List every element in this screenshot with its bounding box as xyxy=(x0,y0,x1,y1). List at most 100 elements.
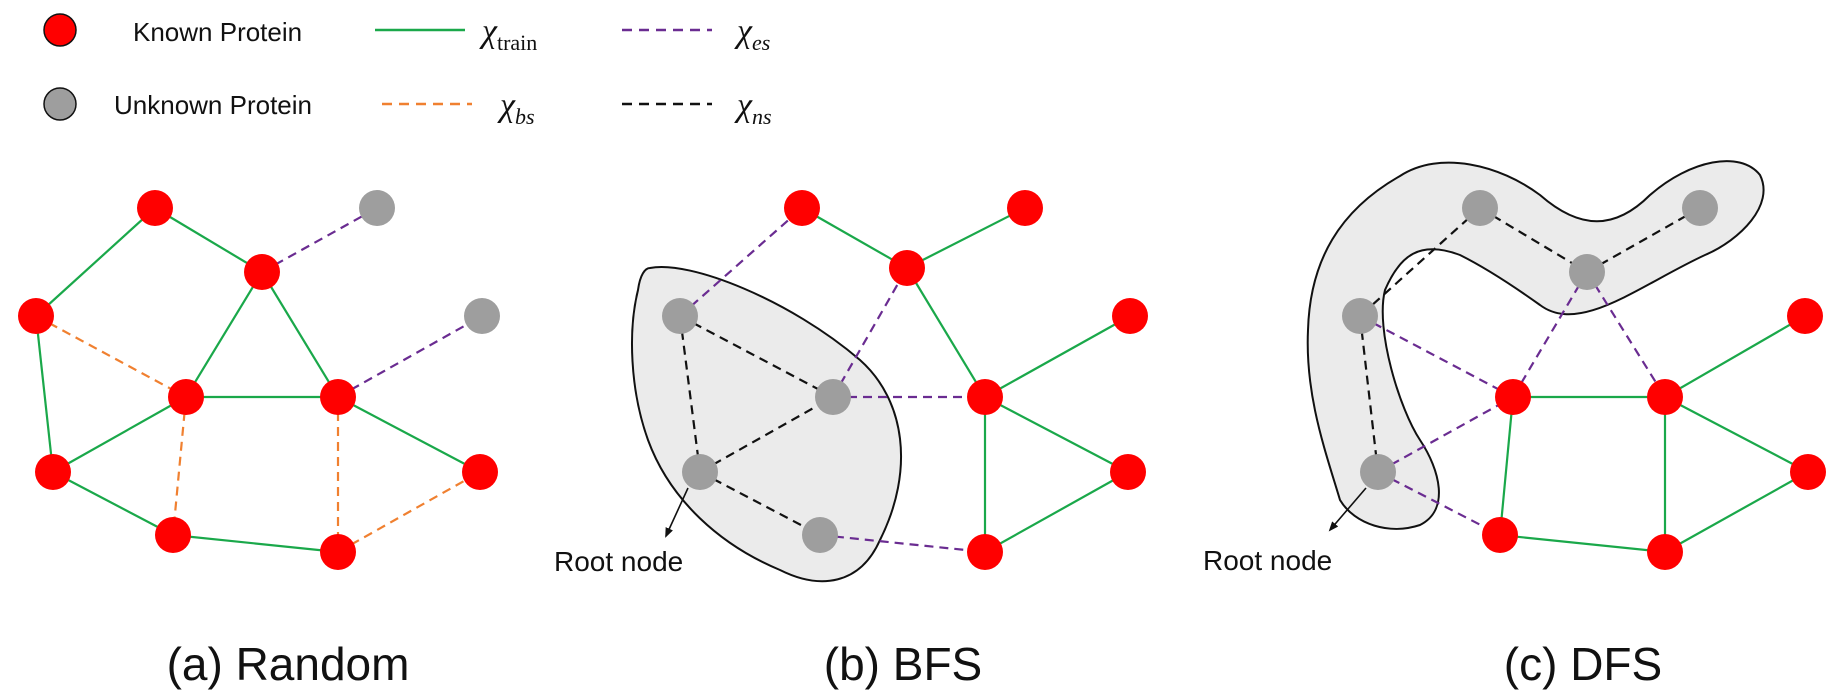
root-node-arrow xyxy=(1328,487,1367,532)
known-protein-node xyxy=(1790,454,1826,490)
known-protein-node xyxy=(320,534,356,570)
es-edge xyxy=(832,267,908,398)
train-edge xyxy=(984,396,1129,473)
train-edge xyxy=(35,207,156,317)
dfs-path-region xyxy=(1306,160,1765,530)
known-protein-node xyxy=(1495,379,1531,415)
panel-dfs: Root node (c) DFS xyxy=(1203,160,1826,690)
known-protein-node xyxy=(967,534,1003,570)
train-edge xyxy=(34,315,55,473)
panel-random-nodes xyxy=(18,190,500,570)
unknown-protein-node xyxy=(1342,298,1378,334)
ns-edge xyxy=(699,396,834,473)
es-edge xyxy=(1512,271,1588,398)
root-node-arrow xyxy=(665,487,689,538)
es-edge xyxy=(819,533,986,554)
unknown-protein-node xyxy=(1682,190,1718,226)
legend: Known Protein Unknown Protein χtrain χbs… xyxy=(43,13,772,129)
unknown-protein-node xyxy=(662,298,698,334)
ns-edge xyxy=(1586,207,1701,273)
bfs-neighborhood-region xyxy=(631,266,903,583)
known-protein-node xyxy=(1647,534,1683,570)
es-edge xyxy=(1377,396,1514,473)
train-edge xyxy=(1499,533,1666,554)
known-protein-node xyxy=(1787,298,1823,334)
train-edge xyxy=(906,267,986,398)
train-edge xyxy=(984,471,1129,553)
train-edge xyxy=(906,207,1026,269)
known-protein-node xyxy=(1110,454,1146,490)
ns-edge xyxy=(1359,207,1481,317)
dfs-root-label: Root node xyxy=(1203,545,1332,576)
legend-known-marker xyxy=(43,13,77,47)
train-edge xyxy=(1664,471,1809,553)
known-protein-node xyxy=(784,190,820,226)
known-protein-node xyxy=(1112,298,1148,334)
panel-dfs-nodes xyxy=(1342,190,1826,570)
train-edge xyxy=(52,396,187,473)
train-edge xyxy=(1498,396,1515,536)
panel-bfs-nodes xyxy=(662,190,1148,570)
panel-random-caption: (a) Random xyxy=(167,638,410,690)
train-edge xyxy=(1664,315,1806,398)
root-node xyxy=(1360,454,1396,490)
legend-known-label: Known Protein xyxy=(133,17,302,47)
es-edge xyxy=(679,207,803,317)
known-protein-node xyxy=(18,298,54,334)
ns-edge xyxy=(1358,315,1380,473)
train-edge xyxy=(154,207,263,273)
train-edge xyxy=(801,207,908,269)
bs-edge xyxy=(337,471,481,553)
known-protein-node xyxy=(35,454,71,490)
known-protein-node xyxy=(1647,379,1683,415)
known-protein-node xyxy=(889,250,925,286)
known-protein-node xyxy=(967,379,1003,415)
panel-dfs-edges xyxy=(1358,207,1809,554)
legend-es-symbol: χes xyxy=(734,13,770,55)
unknown-protein-node xyxy=(802,517,838,553)
bs-edge xyxy=(171,396,188,536)
panel-bfs-edges xyxy=(678,207,1131,554)
panel-bfs: Root node (b) BFS xyxy=(554,190,1148,690)
panel-random: (a) Random xyxy=(18,190,500,690)
legend-unknown-marker xyxy=(43,87,77,121)
ns-edge xyxy=(678,315,702,473)
train-edge xyxy=(1664,396,1809,473)
known-protein-node xyxy=(462,454,498,490)
panel-dfs-caption: (c) DFS xyxy=(1504,638,1662,690)
ns-edge xyxy=(1479,207,1588,273)
unknown-protein-node xyxy=(1462,190,1498,226)
known-protein-node xyxy=(1007,190,1043,226)
train-edge xyxy=(984,315,1131,398)
es-edge xyxy=(1377,471,1501,536)
known-protein-node xyxy=(168,379,204,415)
panel-bfs-caption: (b) BFS xyxy=(824,638,982,690)
train-edge xyxy=(52,471,174,536)
legend-unknown-label: Unknown Protein xyxy=(114,90,312,120)
es-edge xyxy=(337,315,483,398)
unknown-protein-node xyxy=(359,190,395,226)
known-protein-node xyxy=(320,379,356,415)
known-protein-node xyxy=(155,517,191,553)
unknown-protein-node xyxy=(464,298,500,334)
legend-bs-symbol: χbs xyxy=(497,87,535,129)
ns-edge xyxy=(699,471,821,536)
train-edge xyxy=(337,396,481,473)
es-edge xyxy=(1586,271,1666,398)
known-protein-node xyxy=(1482,517,1518,553)
unknown-protein-node xyxy=(815,379,851,415)
unknown-protein-node xyxy=(1569,254,1605,290)
bfs-root-label: Root node xyxy=(554,546,683,577)
legend-train-symbol: χtrain xyxy=(479,13,537,55)
known-protein-node xyxy=(244,254,280,290)
panel-random-edges xyxy=(34,207,483,554)
root-node xyxy=(682,454,718,490)
legend-ns-symbol: χns xyxy=(734,87,772,129)
es-edge xyxy=(261,207,378,273)
train-edge xyxy=(185,271,263,398)
train-edge xyxy=(172,533,339,554)
train-edge xyxy=(261,271,339,398)
bs-edge xyxy=(35,315,187,398)
known-protein-node xyxy=(137,190,173,226)
